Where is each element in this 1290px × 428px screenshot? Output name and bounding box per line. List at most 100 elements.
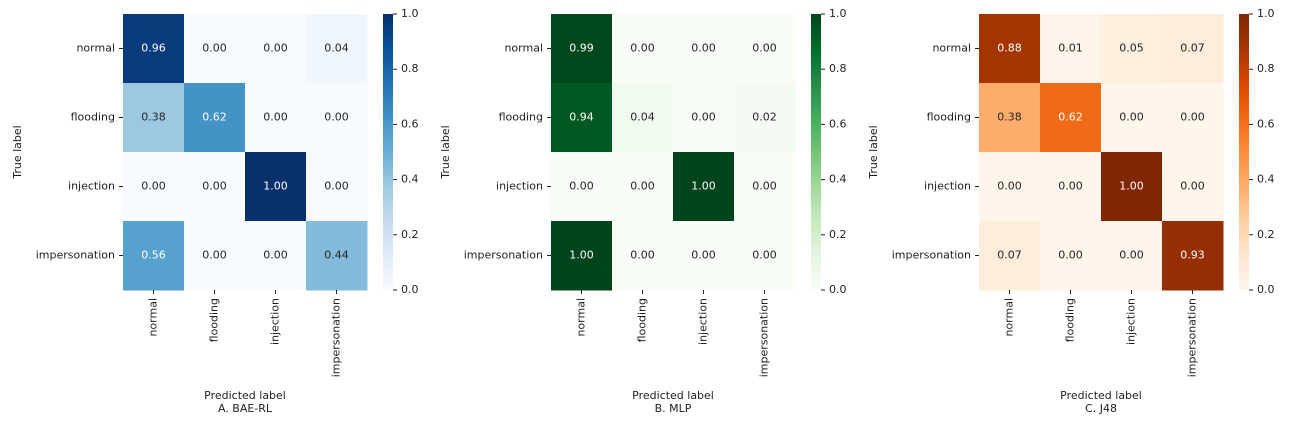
heatmap-cell <box>551 14 613 84</box>
cell-label: 0.99 <box>569 42 594 55</box>
cell-label: 1.00 <box>263 180 288 193</box>
colorbar-tick-label: 0.2 <box>401 228 419 241</box>
cell-label: 0.00 <box>752 180 777 193</box>
colorbar-tick-label: 0.8 <box>829 62 847 75</box>
x-axis-label: Predicted label <box>1060 389 1142 402</box>
cell-label: 0.07 <box>997 249 1022 262</box>
colorbar <box>811 14 821 290</box>
heatmap-cell <box>979 14 1041 84</box>
heatmap-cell <box>673 14 735 84</box>
cell-label: 0.96 <box>141 42 166 55</box>
cell-label: 0.00 <box>1180 180 1205 193</box>
colorbar-tick-label: 0.4 <box>1257 173 1275 186</box>
cell-label: 0.94 <box>569 111 594 124</box>
cell-label: 0.04 <box>324 42 349 55</box>
cell-label: 0.00 <box>1180 111 1205 124</box>
x-tick-label: normal <box>575 298 588 337</box>
heatmap-cell <box>734 83 796 153</box>
y-tick-label: flooding <box>499 111 543 124</box>
colorbar-tick-label: 0.6 <box>1257 117 1275 130</box>
heatmap-cell <box>123 83 185 153</box>
y-tick-label: impersonation <box>464 249 543 262</box>
cell-label: 0.00 <box>324 180 349 193</box>
heatmap-cell <box>1040 14 1102 84</box>
x-tick-label: normal <box>147 298 160 337</box>
colorbar-tick-label: 0.4 <box>401 173 419 186</box>
heatmap-cell <box>184 221 246 291</box>
cell-label: 0.00 <box>569 180 594 193</box>
x-tick-label: impersonation <box>330 298 343 377</box>
x-tick-label: normal <box>1003 298 1016 337</box>
y-tick-label: normal <box>932 42 971 55</box>
cell-label: 0.00 <box>141 180 166 193</box>
heatmap-cell <box>734 152 796 222</box>
heatmap-cell <box>979 152 1041 222</box>
colorbar-tick-label: 1.0 <box>1257 7 1275 20</box>
heatmap-cell <box>1101 14 1163 84</box>
x-tick-label: injection <box>1125 298 1138 345</box>
heatmap-cell <box>184 152 246 222</box>
y-axis-label: True label <box>11 125 24 179</box>
colorbar <box>1239 14 1249 290</box>
cell-label: 0.02 <box>752 111 777 124</box>
heatmap-cell <box>551 83 613 153</box>
colorbar-tick-label: 0.0 <box>1257 283 1275 296</box>
y-tick-label: normal <box>76 42 115 55</box>
cell-label: 0.00 <box>1058 180 1083 193</box>
heatmap-cell <box>245 14 307 84</box>
cell-label: 1.00 <box>569 249 594 262</box>
x-tick-label: impersonation <box>1186 298 1199 377</box>
heatmap-cell <box>245 221 307 291</box>
cell-label: 0.00 <box>691 42 716 55</box>
heatmap-cell <box>1162 83 1224 153</box>
cell-label: 0.04 <box>630 111 655 124</box>
y-tick-label: injection <box>924 180 971 193</box>
cell-label: 0.44 <box>324 249 349 262</box>
cell-label: 0.38 <box>997 111 1022 124</box>
heatmap-cell <box>1162 152 1224 222</box>
heatmap-cell <box>306 83 368 153</box>
cell-label: 0.00 <box>324 111 349 124</box>
cell-label: 0.00 <box>1058 249 1083 262</box>
cell-label: 0.00 <box>691 249 716 262</box>
x-tick-label: injection <box>269 298 282 345</box>
colorbar-tick-label: 0.2 <box>829 228 847 241</box>
heatmap-cell <box>612 152 674 222</box>
colorbar-tick-label: 0.8 <box>401 62 419 75</box>
cell-label: 0.00 <box>263 42 288 55</box>
x-tick-label: flooding <box>636 298 649 342</box>
y-axis-label: True label <box>439 125 452 179</box>
colorbar-tick-label: 0.8 <box>1257 62 1275 75</box>
colorbar-tick-label: 0.0 <box>401 283 419 296</box>
caption: A. BAE-RL <box>218 402 273 415</box>
cell-label: 1.00 <box>1119 180 1144 193</box>
heatmap-cell <box>673 152 735 222</box>
cell-label: 0.01 <box>1058 42 1083 55</box>
colorbar-tick-label: 0.0 <box>829 283 847 296</box>
cell-label: 0.00 <box>691 111 716 124</box>
heatmap-cell <box>979 221 1041 291</box>
heatmap-cell <box>306 152 368 222</box>
cell-label: 0.00 <box>630 249 655 262</box>
cell-label: 0.00 <box>263 249 288 262</box>
cell-label: 0.00 <box>997 180 1022 193</box>
x-axis-label: Predicted label <box>204 389 286 402</box>
heatmap-cell <box>1040 152 1102 222</box>
heatmap-cell <box>306 221 368 291</box>
heatmap-cell <box>123 152 185 222</box>
colorbar-tick-label: 1.0 <box>829 7 847 20</box>
colorbar-tick-label: 1.0 <box>401 7 419 20</box>
y-tick-label: flooding <box>927 111 971 124</box>
cell-label: 0.56 <box>141 249 166 262</box>
cell-label: 0.00 <box>202 249 227 262</box>
heatmap-cell <box>1101 221 1163 291</box>
heatmap-cell <box>245 83 307 153</box>
colorbar-tick-label: 0.4 <box>829 173 847 186</box>
heatmap-cell <box>1101 83 1163 153</box>
cell-label: 0.38 <box>141 111 166 124</box>
x-tick-label: injection <box>697 298 710 345</box>
heatmap-cell <box>612 83 674 153</box>
cell-label: 0.00 <box>630 42 655 55</box>
heatmap-cell <box>123 221 185 291</box>
